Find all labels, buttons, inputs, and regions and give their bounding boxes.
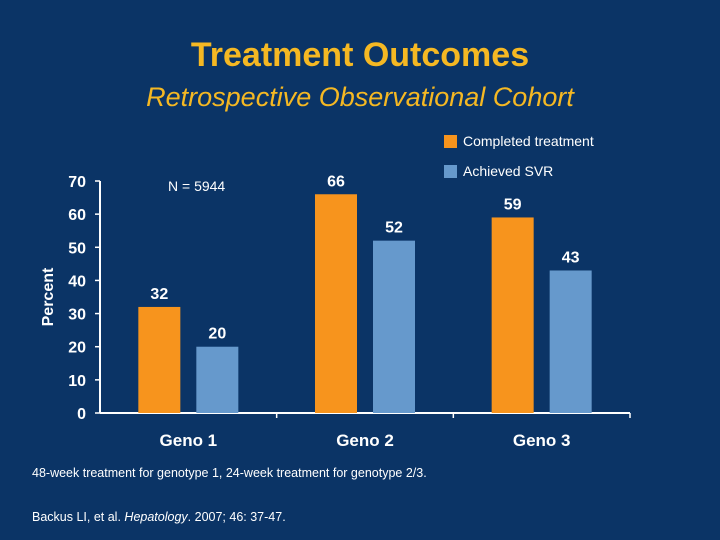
y-axis-title: Percent xyxy=(40,267,57,326)
bar-value-label: 32 xyxy=(150,286,168,303)
bar xyxy=(491,217,534,413)
bar xyxy=(315,194,357,413)
x-category-label: Geno 2 xyxy=(336,431,394,450)
bar-value-label: 20 xyxy=(208,326,226,343)
sample-size-note: N = 5944 xyxy=(168,178,226,194)
bar-value-label: 59 xyxy=(504,196,522,213)
slide-title: Treatment Outcomes xyxy=(190,36,530,74)
y-tick-label: 30 xyxy=(68,307,86,324)
legend-swatch-completed xyxy=(444,134,457,148)
bar-value-label: 66 xyxy=(327,173,345,190)
y-tick-label: 60 xyxy=(68,207,86,224)
y-tick-label: 70 xyxy=(68,174,86,191)
citation-authors: Backus LI, et al. xyxy=(32,510,125,524)
citation: Backus LI, et al. Hepatology. 2007; 46: … xyxy=(32,510,286,524)
y-tick-label: 10 xyxy=(68,373,86,390)
legend-label-svr: Achieved SVR xyxy=(463,163,554,179)
y-tick-label: 40 xyxy=(68,273,86,290)
bar xyxy=(373,240,415,413)
legend-swatch-svr xyxy=(444,164,457,178)
y-tick-label: 0 xyxy=(77,406,86,423)
footnote: 48-week treatment for genotype 1, 24-wee… xyxy=(32,466,427,480)
x-category-label: Geno 1 xyxy=(160,431,218,450)
bar xyxy=(138,306,181,413)
slide-subtitle: Retrospective Observational Cohort xyxy=(146,82,574,112)
bar xyxy=(196,346,239,413)
y-tick-label: 20 xyxy=(68,340,86,357)
legend-label-completed: Completed treatment xyxy=(463,133,594,149)
y-tick-label: 50 xyxy=(68,240,86,257)
citation-details: . 2007; 46: 37-47. xyxy=(187,510,286,524)
legend-item-completed: Completed treatment xyxy=(444,133,594,149)
legend-item-svr: Achieved SVR xyxy=(444,163,553,179)
bar xyxy=(549,270,592,413)
citation-journal: Hepatology xyxy=(124,510,188,524)
x-category-label: Geno 3 xyxy=(513,431,571,450)
bar-value-label: 52 xyxy=(385,220,403,237)
bar-value-label: 43 xyxy=(562,249,580,266)
